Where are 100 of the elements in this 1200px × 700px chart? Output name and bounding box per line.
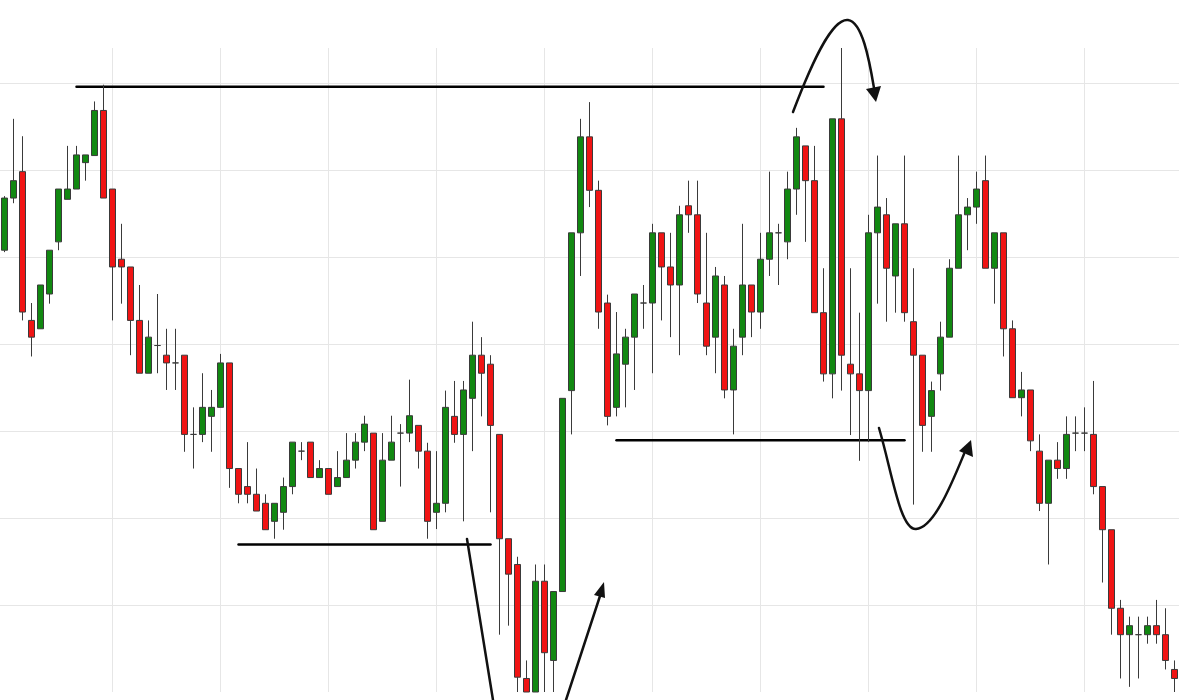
candlestick — [568, 232, 575, 435]
candlestick — [1009, 319, 1016, 399]
candlestick — [91, 100, 98, 157]
candlestick — [37, 284, 44, 330]
candlestick — [973, 171, 980, 225]
candlestick — [883, 197, 890, 323]
candlestick — [325, 468, 332, 495]
candlestick — [532, 563, 539, 693]
candlestick — [424, 442, 431, 540]
candlestick — [496, 433, 503, 636]
candlestick — [667, 232, 674, 338]
candlestick — [676, 205, 683, 356]
candlestick — [784, 171, 791, 260]
candlestick — [289, 441, 296, 495]
candlestick — [280, 477, 287, 531]
candlestick — [145, 319, 152, 374]
candlestick — [928, 381, 935, 453]
candlestick — [469, 321, 476, 452]
candlestick — [217, 353, 224, 408]
candlestick — [1063, 415, 1070, 480]
candlestick — [397, 423, 404, 488]
candlestick — [595, 180, 602, 330]
candlestick — [802, 145, 809, 243]
candlestick — [64, 145, 71, 200]
candlestick — [181, 354, 188, 453]
candlestick — [82, 154, 89, 182]
candlestick — [640, 284, 647, 330]
candlestick — [892, 223, 899, 314]
candlestick — [1000, 232, 1007, 357]
candlestick — [352, 432, 359, 470]
candlestick — [550, 591, 557, 693]
candlestick — [685, 180, 692, 234]
candlestick — [226, 362, 233, 489]
candlestick — [163, 328, 170, 391]
candlestick — [577, 118, 584, 277]
candlestick — [1072, 415, 1079, 452]
candlestick — [748, 284, 755, 338]
candlestick — [541, 563, 548, 693]
candlestick — [235, 468, 242, 504]
candlestick — [1027, 389, 1034, 452]
candlestick — [901, 155, 908, 323]
candlestick — [370, 432, 377, 531]
candlestick — [190, 406, 197, 470]
candlestick — [523, 659, 530, 693]
candlestick — [136, 284, 143, 374]
candlestick — [757, 232, 764, 330]
candlestick — [1054, 441, 1061, 480]
candlestick — [622, 328, 629, 408]
candlestick — [1, 195, 8, 253]
candlestick — [208, 389, 215, 453]
candlestick — [172, 328, 179, 391]
candlestick — [388, 415, 395, 461]
candlestick — [505, 538, 512, 627]
candlestick — [442, 390, 449, 513]
candlestick — [946, 258, 953, 338]
candlestick — [100, 84, 107, 199]
candlestick — [19, 135, 26, 321]
candlestick — [1045, 459, 1052, 565]
candlestick — [307, 441, 314, 479]
candlestick — [73, 145, 80, 190]
candlestick — [1144, 616, 1151, 645]
candlestick — [838, 47, 845, 392]
candlestick — [154, 293, 161, 374]
candlestick — [694, 180, 701, 304]
candlestick — [766, 171, 773, 277]
candlestick — [1162, 607, 1169, 670]
candlestick — [703, 232, 710, 356]
candlestick — [262, 493, 269, 531]
candlestick — [820, 267, 827, 383]
candlestick — [856, 312, 863, 462]
candlestick — [955, 155, 962, 269]
candlestick — [829, 118, 836, 399]
candlestick — [406, 379, 413, 443]
candlestick — [721, 275, 728, 399]
candlestick — [631, 293, 638, 391]
candlestick — [199, 372, 206, 443]
candlestick — [964, 197, 971, 251]
candlestick — [982, 155, 989, 269]
candlestick — [793, 127, 800, 216]
candlestick — [10, 118, 17, 204]
candlestick — [811, 145, 818, 314]
candlestick — [451, 380, 458, 444]
candlestick — [739, 223, 746, 356]
candlestick — [379, 432, 386, 522]
candlestick — [991, 232, 998, 305]
candlestick — [559, 397, 566, 593]
candlestick — [253, 468, 260, 512]
candlestick — [271, 502, 278, 540]
candlestick — [1090, 380, 1097, 495]
candlestick — [1036, 433, 1043, 512]
candlestick — [361, 415, 368, 452]
candlestick — [1153, 599, 1160, 645]
candlestick — [1126, 616, 1133, 688]
candlestick — [55, 188, 62, 251]
candlestick — [775, 223, 782, 286]
candlestick — [586, 101, 593, 208]
candlestick — [343, 432, 350, 479]
candlestick — [46, 249, 53, 305]
candlestick — [334, 450, 341, 488]
candlestick — [1099, 486, 1106, 584]
